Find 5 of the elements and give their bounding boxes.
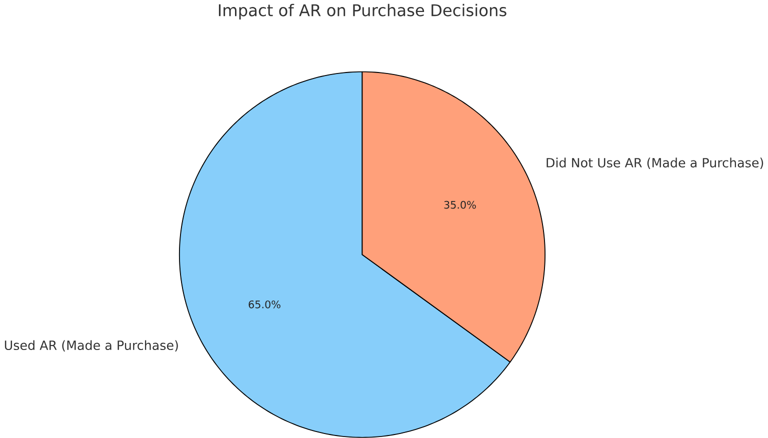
chart-title: Impact of AR on Purchase Decisions — [218, 4, 506, 20]
slice-label: Did Not Use AR (Made a Purchase) — [546, 158, 764, 170]
slice-label: Used AR (Made a Purchase) — [4, 340, 178, 352]
data-label: 65.0% — [248, 300, 280, 308]
data-label: 35.0% — [444, 200, 476, 209]
